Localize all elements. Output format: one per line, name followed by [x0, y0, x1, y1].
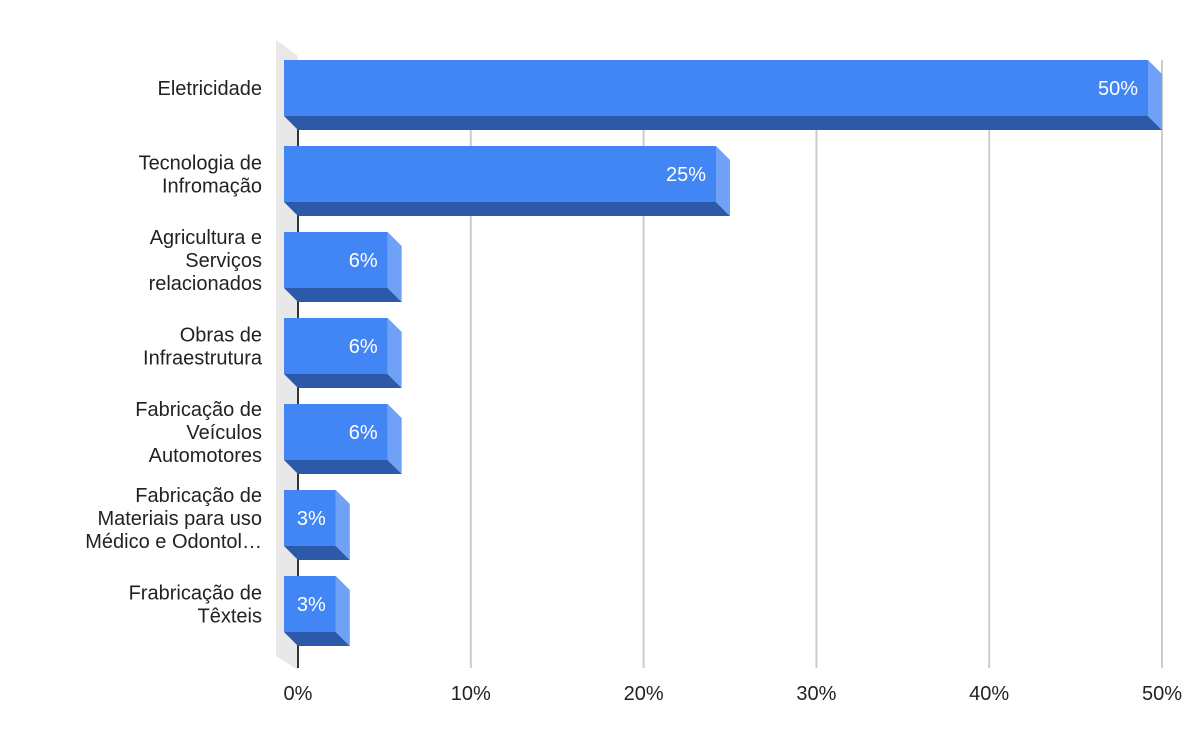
data-label: 50% [1098, 78, 1138, 100]
bar-side-face [387, 232, 402, 302]
x-tick-label: 50% [1142, 683, 1182, 705]
x-tick-label: 10% [451, 683, 491, 705]
data-label: 6% [349, 336, 378, 358]
category-label-line: Fabricação de [135, 399, 262, 421]
data-label: 6% [349, 250, 378, 272]
bar-bottom-face [284, 288, 402, 302]
category-label-line: Infromação [162, 176, 262, 198]
category-label-line: Automotores [149, 445, 262, 467]
bar-side-face [335, 576, 350, 646]
data-label: 3% [297, 594, 326, 616]
bar [284, 318, 388, 374]
bar [284, 60, 1148, 116]
category-label-line: Serviços [185, 250, 262, 272]
bar-bottom-face [284, 374, 402, 388]
category-label-line: Infraestrutura [143, 348, 263, 370]
data-label: 3% [297, 508, 326, 530]
data-label: 6% [349, 422, 378, 444]
bar [284, 490, 336, 546]
bar [284, 404, 388, 460]
category-label: Obras de Infraestrutura [143, 325, 263, 370]
category-label: Fabricação de Veículos Automotores [135, 399, 262, 467]
bar-side-face [387, 318, 402, 388]
category-label: Eletricidade [157, 78, 262, 100]
category-label: Agricultura e Serviços relacionados [149, 227, 262, 295]
x-tick-label: 40% [969, 683, 1009, 705]
x-tick-label: 30% [796, 683, 836, 705]
bar-bottom-face [284, 116, 1162, 130]
category-label-line: Fabricação de [135, 485, 262, 507]
bar-bottom-face [284, 460, 402, 474]
category-label-line: Agricultura e [150, 227, 262, 249]
category-label-line: Veículos [186, 422, 262, 444]
bar-side-face [716, 146, 730, 216]
category-label: Tecnologia de Infromação [139, 153, 262, 198]
category-label-line: Têxteis [198, 606, 262, 628]
category-label-line: Eletricidade [157, 78, 262, 100]
category-label-line: Frabricação de [129, 583, 262, 605]
bar-side-face [387, 404, 402, 474]
x-tick-label: 0% [284, 683, 313, 705]
category-label-line: Materiais para uso [97, 508, 262, 530]
bar [284, 232, 388, 288]
bar-side-face [1148, 60, 1162, 130]
bar-bottom-face [284, 632, 350, 646]
bar [284, 146, 716, 202]
category-label-line: Obras de [180, 325, 262, 347]
category-label-line: Médico e Odontol… [85, 531, 262, 553]
data-label: 25% [666, 164, 706, 186]
category-label-line: relacionados [149, 273, 262, 295]
bar [284, 576, 336, 632]
category-label: Frabricação de Têxteis [129, 583, 262, 628]
bar-bottom-face [284, 202, 730, 216]
bar-bottom-face [284, 546, 350, 560]
category-label: Fabricação de Materiais para uso Médico e … [85, 485, 262, 553]
bar-side-face [335, 490, 350, 560]
category-label-line: Tecnologia de [139, 153, 262, 175]
x-tick-label: 20% [624, 683, 664, 705]
